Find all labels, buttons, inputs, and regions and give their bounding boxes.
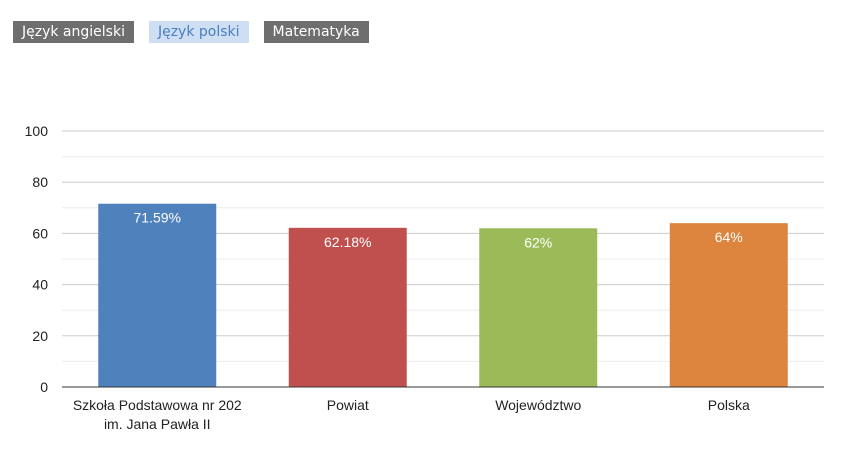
x-category-label: Szkoła Podstawowa nr 202 im. Jana Pawła I… — [73, 397, 242, 432]
bar — [669, 223, 788, 387]
bar — [288, 227, 407, 387]
bar-value-label: 64% — [715, 229, 743, 245]
y-tick-label: 60 — [32, 225, 48, 241]
y-tick-label: 0 — [40, 379, 48, 395]
tab-polish[interactable]: Język polski — [148, 21, 249, 43]
tab-math[interactable]: Matematyka — [263, 21, 369, 43]
x-category-label: Powiat — [327, 397, 369, 413]
bar — [479, 228, 598, 387]
bar-value-label: 62.18% — [324, 234, 371, 250]
tab-english[interactable]: Język angielski — [13, 21, 134, 43]
y-tick-label: 40 — [32, 277, 48, 293]
bar-value-label: 71.59% — [134, 210, 181, 226]
bar-value-label: 62% — [524, 234, 552, 250]
bar — [98, 203, 217, 387]
x-category-label: Województwo — [495, 397, 581, 413]
y-tick-label: 80 — [32, 174, 48, 190]
y-tick-label: 20 — [32, 328, 48, 344]
subject-tabs: Język angielski Język polski Matematyka — [13, 21, 384, 43]
x-category-label: Polska — [708, 397, 750, 413]
y-tick-label: 100 — [25, 123, 49, 139]
